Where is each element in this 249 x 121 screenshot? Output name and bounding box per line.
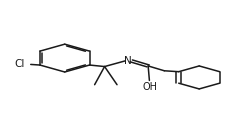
Text: OH: OH — [142, 82, 157, 92]
Text: N: N — [124, 56, 132, 65]
Text: Cl: Cl — [15, 59, 25, 69]
